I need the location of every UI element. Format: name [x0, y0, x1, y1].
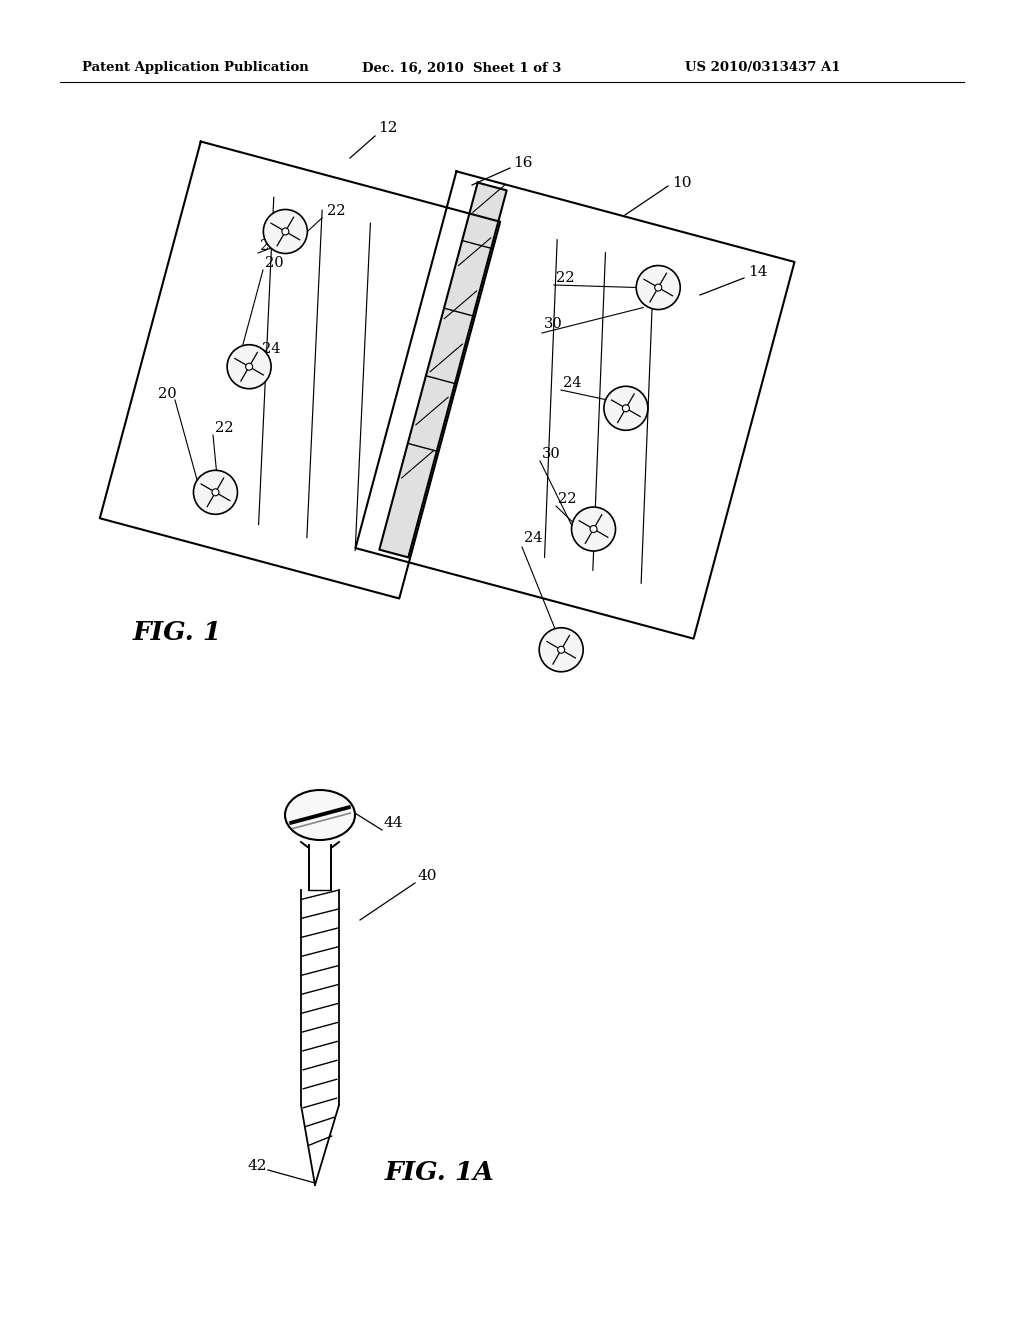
- Circle shape: [636, 265, 680, 310]
- Text: 12: 12: [378, 121, 397, 135]
- Text: 24: 24: [260, 239, 279, 253]
- Text: 24: 24: [524, 531, 543, 545]
- Text: 16: 16: [513, 156, 532, 170]
- Text: 14: 14: [748, 265, 768, 279]
- Text: 10: 10: [672, 176, 691, 190]
- Circle shape: [246, 363, 253, 370]
- Text: 24: 24: [563, 376, 582, 389]
- Polygon shape: [379, 182, 507, 557]
- Circle shape: [571, 507, 615, 550]
- Text: 44: 44: [384, 816, 403, 830]
- Text: 30: 30: [544, 317, 563, 331]
- Circle shape: [623, 405, 630, 412]
- Circle shape: [263, 210, 307, 253]
- Circle shape: [654, 284, 662, 290]
- Circle shape: [227, 345, 271, 388]
- Circle shape: [604, 387, 648, 430]
- Ellipse shape: [285, 789, 355, 840]
- Polygon shape: [99, 141, 500, 598]
- Circle shape: [212, 488, 219, 496]
- Text: 22: 22: [558, 492, 577, 506]
- Text: 30: 30: [542, 447, 561, 461]
- Text: 20: 20: [265, 256, 284, 271]
- Text: Patent Application Publication: Patent Application Publication: [82, 62, 309, 74]
- Text: FIG. 1A: FIG. 1A: [385, 1160, 495, 1185]
- Text: US 2010/0313437 A1: US 2010/0313437 A1: [685, 62, 841, 74]
- Text: 24: 24: [262, 342, 281, 356]
- Circle shape: [558, 647, 564, 653]
- Text: 42: 42: [248, 1159, 267, 1173]
- Text: 22: 22: [556, 271, 574, 285]
- Text: FIG. 1: FIG. 1: [133, 620, 222, 645]
- Circle shape: [194, 470, 238, 515]
- Circle shape: [540, 628, 584, 672]
- Text: 40: 40: [418, 869, 437, 883]
- Text: 22: 22: [215, 421, 233, 436]
- Text: 20: 20: [158, 387, 176, 401]
- Text: 22: 22: [327, 205, 345, 218]
- Circle shape: [590, 525, 597, 532]
- Text: Dec. 16, 2010  Sheet 1 of 3: Dec. 16, 2010 Sheet 1 of 3: [362, 62, 561, 74]
- Polygon shape: [355, 172, 795, 639]
- Circle shape: [282, 228, 289, 235]
